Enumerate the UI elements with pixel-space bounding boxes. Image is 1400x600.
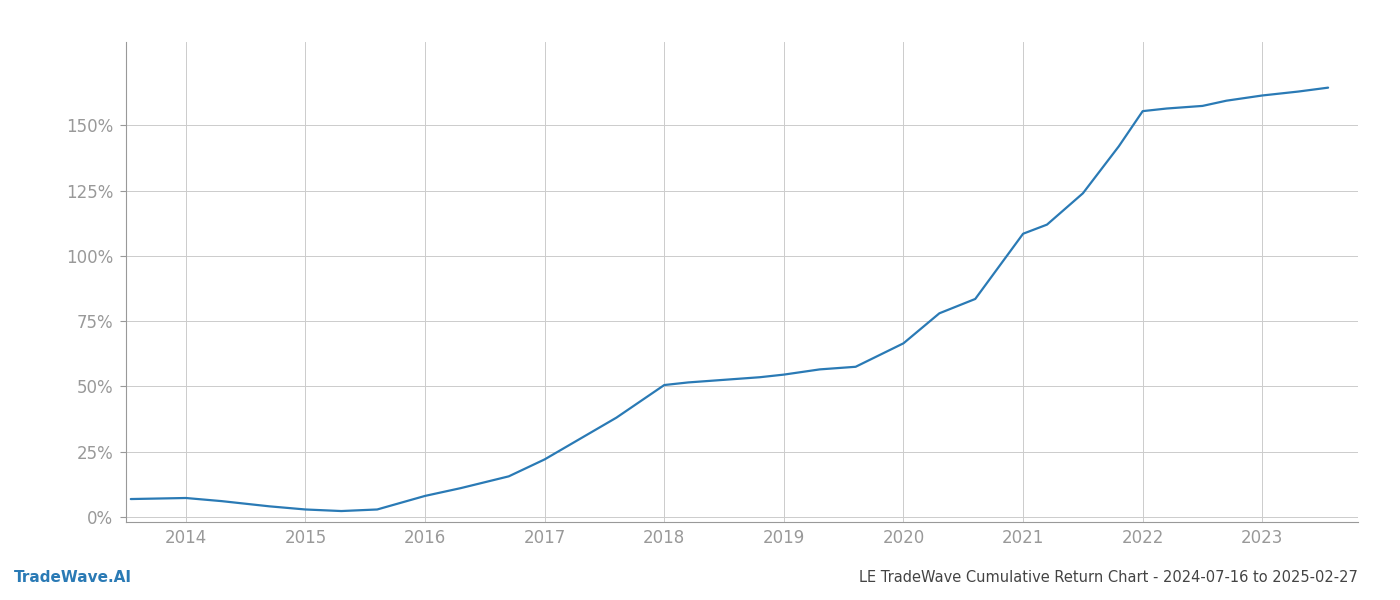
Text: TradeWave.AI: TradeWave.AI: [14, 570, 132, 585]
Text: LE TradeWave Cumulative Return Chart - 2024-07-16 to 2025-02-27: LE TradeWave Cumulative Return Chart - 2…: [860, 570, 1358, 585]
